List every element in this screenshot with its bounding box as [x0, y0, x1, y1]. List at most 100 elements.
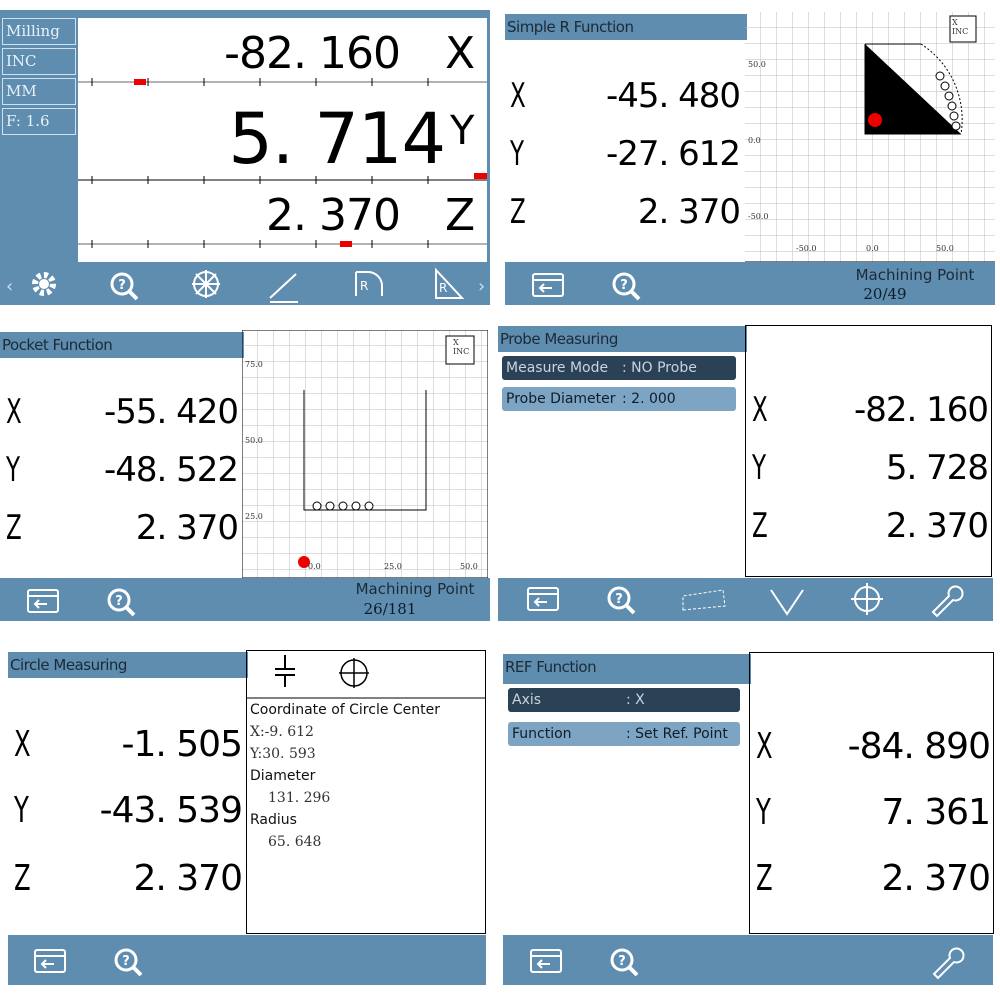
graph-mode: X INC: [453, 338, 470, 356]
back-icon[interactable]: [34, 949, 66, 973]
axis-label: X: [445, 28, 476, 79]
graph-x-label: -50.0: [796, 244, 817, 253]
axis-label: Z: [14, 858, 31, 899]
svg-text:R: R: [360, 279, 368, 293]
r-function-icon[interactable]: R: [355, 271, 383, 296]
field-value: : X: [626, 692, 645, 708]
graph-x-label: 50.0: [936, 244, 954, 253]
graph-y-label: 0.0: [748, 136, 761, 145]
circle-center-icon[interactable]: [339, 658, 369, 688]
screen-title: Circle Measuring: [8, 652, 248, 678]
mode-label: Milling: [2, 18, 76, 45]
readout-value: 5. 728: [885, 448, 989, 488]
bolt-circle-icon[interactable]: [192, 270, 220, 298]
axis-label: Y: [6, 450, 21, 490]
graph-x-label: 0.0: [866, 244, 879, 253]
axis-label: Y: [450, 108, 475, 154]
readout-value: 2. 370: [885, 506, 989, 546]
readout-value: 2. 370: [637, 192, 741, 232]
graph: [242, 330, 488, 578]
back-icon[interactable]: [27, 589, 59, 613]
graph-y-label: 50.0: [748, 60, 766, 69]
field-value: : Set Ref. Point: [626, 726, 728, 742]
zoom-icon[interactable]: [107, 588, 136, 617]
tool-icon[interactable]: [932, 585, 964, 617]
info-line: X:-9. 612: [250, 724, 314, 740]
mode-label: INC: [2, 48, 76, 75]
toolbar-icons: [27, 588, 136, 617]
zoom-icon[interactable]: [612, 272, 641, 301]
readout-value: -1. 505: [121, 724, 244, 765]
back-icon[interactable]: [527, 587, 559, 611]
mode-label: F: 1.6: [2, 108, 76, 135]
readout-value: -82. 160: [853, 390, 989, 430]
info-panel: [246, 650, 486, 934]
readout-value: -82. 160: [224, 28, 401, 79]
field-value: : 2. 000: [622, 391, 676, 407]
toolbar-icons: [34, 948, 143, 977]
readout-value: 5. 714: [228, 98, 446, 180]
angle-icon[interactable]: R: [435, 267, 465, 299]
zoom-icon[interactable]: [610, 948, 639, 977]
screen-title: REF Function: [503, 654, 751, 684]
toolbar: [505, 262, 995, 305]
zoom-icon[interactable]: [110, 272, 139, 301]
readout-value: -27. 612: [605, 134, 741, 174]
graph-y-label: 50.0: [245, 436, 263, 445]
toolbar-icons: [532, 272, 641, 301]
readout-value: -48. 522: [103, 450, 239, 490]
line-icon[interactable]: [269, 273, 298, 303]
readout-value: 2. 370: [133, 858, 243, 899]
info-line: Diameter: [250, 768, 316, 784]
field-value: : NO Probe: [622, 360, 697, 376]
info-line: 65. 648: [268, 834, 322, 850]
status-value: 26/181: [363, 600, 417, 618]
axis-label: Z: [445, 190, 476, 241]
readout-value: 2. 370: [881, 858, 991, 899]
graph: [745, 12, 995, 262]
readout-value: -55. 420: [103, 392, 239, 432]
toolbar-icons: [527, 583, 964, 617]
scales: [78, 78, 487, 248]
edge-icon[interactable]: [682, 589, 726, 611]
info-line: Coordinate of Circle Center: [250, 702, 441, 718]
graph-x-label: 25.0: [384, 562, 402, 571]
axis-label: Z: [510, 192, 526, 232]
zoom-icon[interactable]: [114, 948, 143, 977]
axis-label: Z: [6, 508, 22, 548]
center-icon[interactable]: [851, 583, 883, 615]
toolbar: ‹ R R ›: [6, 267, 485, 303]
axis-label: X: [752, 390, 768, 430]
angle-icon[interactable]: [770, 589, 804, 616]
axis-label: Y: [14, 790, 29, 831]
info-line: Radius: [250, 812, 297, 828]
axis-label: X: [6, 392, 22, 432]
toolbar: [8, 935, 486, 985]
edge-find-icon[interactable]: [275, 655, 295, 687]
field-box: Measure Mode: [502, 356, 736, 380]
back-icon[interactable]: [532, 273, 564, 297]
readout-panel: [749, 652, 994, 934]
back-icon[interactable]: [530, 949, 562, 973]
readout-value: 2. 370: [135, 508, 239, 548]
axis-label: Z: [752, 506, 768, 546]
settings-icon[interactable]: [32, 272, 56, 296]
field-box: Function: [508, 722, 740, 746]
readout-value: 2. 370: [266, 190, 401, 241]
toolbar: [0, 578, 490, 621]
zoom-icon[interactable]: [607, 586, 636, 615]
field-box: Axis: [508, 688, 740, 712]
tool-icon[interactable]: [933, 947, 965, 979]
readout-value: -43. 539: [99, 790, 243, 831]
graph-x-label: 50.0: [460, 562, 478, 571]
nav-right[interactable]: ›: [478, 276, 485, 297]
status-label: Machining Point: [355, 580, 475, 598]
axis-label: Y: [510, 134, 525, 174]
toolbar: [498, 578, 993, 621]
status-value: 20/49: [863, 285, 907, 303]
graph-y-label: 75.0: [245, 360, 263, 369]
toolbar-icons: [530, 947, 965, 979]
graph-y-label: 25.0: [245, 512, 263, 521]
nav-left[interactable]: ‹: [6, 276, 13, 297]
